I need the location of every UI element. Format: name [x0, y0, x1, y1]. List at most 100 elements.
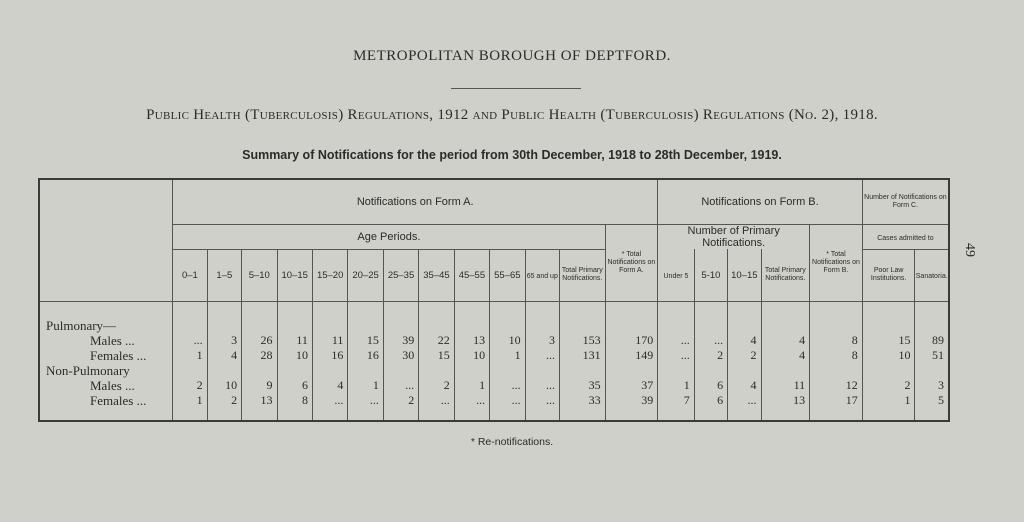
form-b-age-col-header: Under 5 [657, 249, 695, 302]
empty-cell [172, 301, 208, 333]
age-col-header: 1–5 [206, 248, 243, 302]
empty-cell [418, 301, 455, 333]
empty-cell [760, 301, 811, 333]
table-cell: 4 [727, 332, 762, 348]
table-cell: 3 [206, 332, 243, 348]
regulations-subtitle: Public Health (Tuberculosis) Regulations… [146, 107, 878, 123]
primary-notifications-header: Number of Primary Notifications. [657, 224, 811, 249]
age-col-header: 0–1 [172, 248, 208, 302]
table-cell: ... [489, 377, 526, 393]
table-row: Females ... 1 2 13 8...... 2............ 33 39 7… [38, 392, 950, 421]
empty-cell [172, 362, 208, 378]
table-row: Males ...... 3 26 11 11 15 39 22 13 10 3 153 170....… [38, 332, 950, 348]
notifications-table: Notifications on Form A. Notifications on… [38, 178, 950, 422]
empty-cell [727, 301, 762, 333]
table-cell: 2 [172, 377, 208, 393]
table-cell: 8 [276, 392, 313, 421]
table-cell: 10 [861, 347, 916, 363]
table-cell: 10 [206, 377, 243, 393]
table-cell: 13 [760, 392, 811, 421]
table-cell: 26 [241, 332, 278, 348]
empty-cell [241, 301, 278, 333]
table-cell: 35 [559, 377, 606, 393]
row-label: Females ... [38, 347, 174, 363]
empty-cell [861, 301, 916, 333]
empty-cell [453, 301, 491, 333]
table-cell: ... [382, 377, 420, 393]
empty-cell [760, 362, 811, 378]
title-rule [451, 88, 581, 89]
total-b-header: * Total Notifications on Form B. [809, 224, 863, 302]
empty-cell [809, 301, 863, 333]
form-b-group-header: Notifications on Form B. [657, 178, 863, 225]
empty-cell [382, 301, 420, 333]
table-cell: ... [727, 392, 762, 421]
document-title: METROPOLITAN BOROUGH OF DEPTFORD. [353, 48, 671, 64]
table-row: Males ... 2 10 9 6 4 1... 2 1...... 35 37 1 6 4 11 12 2 3 [38, 377, 950, 393]
table-cell: ... [524, 377, 561, 393]
table-cell: 10 [276, 347, 313, 363]
table-cell: 4 [760, 332, 811, 348]
page-number: 49 [962, 243, 977, 257]
empty-cell [418, 362, 455, 378]
form-a-group-header: Notifications on Form A. [172, 178, 659, 225]
table-cell: 17 [809, 392, 863, 421]
table-cell: 11 [311, 332, 349, 348]
table-cell: ... [657, 347, 695, 363]
table-cell: 4 [206, 347, 243, 363]
table-cell: 1 [172, 347, 208, 363]
age-col-header: 55–65 [489, 248, 526, 302]
table-cell: 3 [524, 332, 561, 348]
empty-cell [276, 362, 313, 378]
table-cell: 170 [604, 332, 659, 348]
empty-cell [276, 301, 313, 333]
empty-cell [489, 362, 526, 378]
poor-law-header: Poor Law Institutions. [861, 248, 916, 302]
table-cell: 8 [809, 332, 863, 348]
form-b-age-col-header: 10–15 [727, 249, 762, 302]
empty-cell [206, 362, 243, 378]
table-cell: 39 [604, 392, 659, 421]
empty-cell [347, 301, 384, 333]
empty-cell [604, 362, 659, 378]
table-cell: ... [693, 332, 729, 348]
table-cell: 10 [453, 347, 491, 363]
table-cell: 22 [418, 332, 455, 348]
table-cell: 10 [489, 332, 526, 348]
row-label: Females ... [38, 392, 174, 421]
table-cell: 2 [206, 392, 243, 421]
age-periods-header: Age Periods. [172, 224, 606, 250]
empty-cell [559, 362, 606, 378]
table-cell: 13 [453, 332, 491, 348]
table-cell: 1 [172, 392, 208, 421]
empty-cell [657, 362, 695, 378]
age-col-header: 20–25 [347, 248, 384, 302]
table-cell: 2 [861, 377, 916, 393]
table-cell: ... [524, 347, 561, 363]
empty-cell [559, 301, 606, 333]
table-cell: 28 [241, 347, 278, 363]
table-cell: 2 [418, 377, 455, 393]
empty-cell [861, 362, 916, 378]
empty-cell [604, 301, 659, 333]
table-cell: 1 [489, 347, 526, 363]
empty-cell [347, 362, 384, 378]
empty-cell [727, 362, 762, 378]
table-cell: 4 [727, 377, 762, 393]
summary-heading: Summary of Notifications for the period … [242, 148, 782, 162]
table-cell: 3 [914, 377, 950, 393]
table-cell: ... [172, 332, 208, 348]
empty-cell [489, 301, 526, 333]
table-cell: 15 [418, 347, 455, 363]
table-cell: ... [524, 392, 561, 421]
section-label: Non-Pulmonary [38, 362, 174, 378]
table-cell: 1 [453, 377, 491, 393]
age-col-header: 5–10 [241, 248, 278, 302]
table-cell: ... [311, 392, 349, 421]
table-cell: 33 [559, 392, 606, 421]
section-label: Pulmonary— [38, 301, 174, 333]
empty-cell [311, 301, 349, 333]
form-c-group-header: Number of Notifications on Form C. [861, 178, 950, 225]
table-cell: 15 [861, 332, 916, 348]
table-cell: 13 [241, 392, 278, 421]
